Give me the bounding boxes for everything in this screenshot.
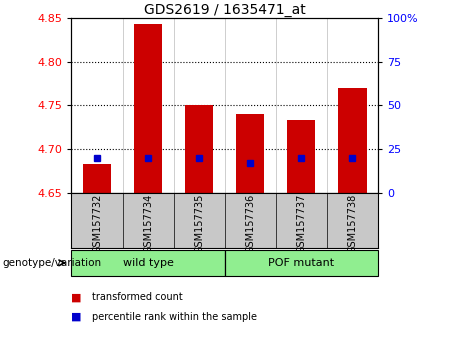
Text: ■: ■	[71, 292, 82, 302]
Text: GSM157738: GSM157738	[348, 194, 357, 253]
Bar	[83, 164, 111, 193]
Text: GSM157735: GSM157735	[194, 194, 204, 253]
Text: percentile rank within the sample: percentile rank within the sample	[92, 312, 257, 322]
Text: GSM157737: GSM157737	[296, 194, 307, 253]
Text: wild type: wild type	[123, 258, 173, 268]
Text: GSM157734: GSM157734	[143, 194, 153, 253]
Bar	[287, 120, 315, 193]
Bar	[338, 88, 366, 193]
Text: GSM157732: GSM157732	[92, 194, 102, 253]
Text: GSM157736: GSM157736	[245, 194, 255, 253]
Bar	[225, 250, 378, 276]
Text: ■: ■	[71, 312, 82, 322]
Title: GDS2619 / 1635471_at: GDS2619 / 1635471_at	[144, 3, 306, 17]
Text: transformed count: transformed count	[92, 292, 183, 302]
Bar	[71, 250, 225, 276]
Bar	[236, 114, 264, 193]
Bar	[185, 105, 213, 193]
Text: genotype/variation: genotype/variation	[2, 258, 101, 268]
Bar	[134, 24, 162, 193]
Text: POF mutant: POF mutant	[268, 258, 334, 268]
